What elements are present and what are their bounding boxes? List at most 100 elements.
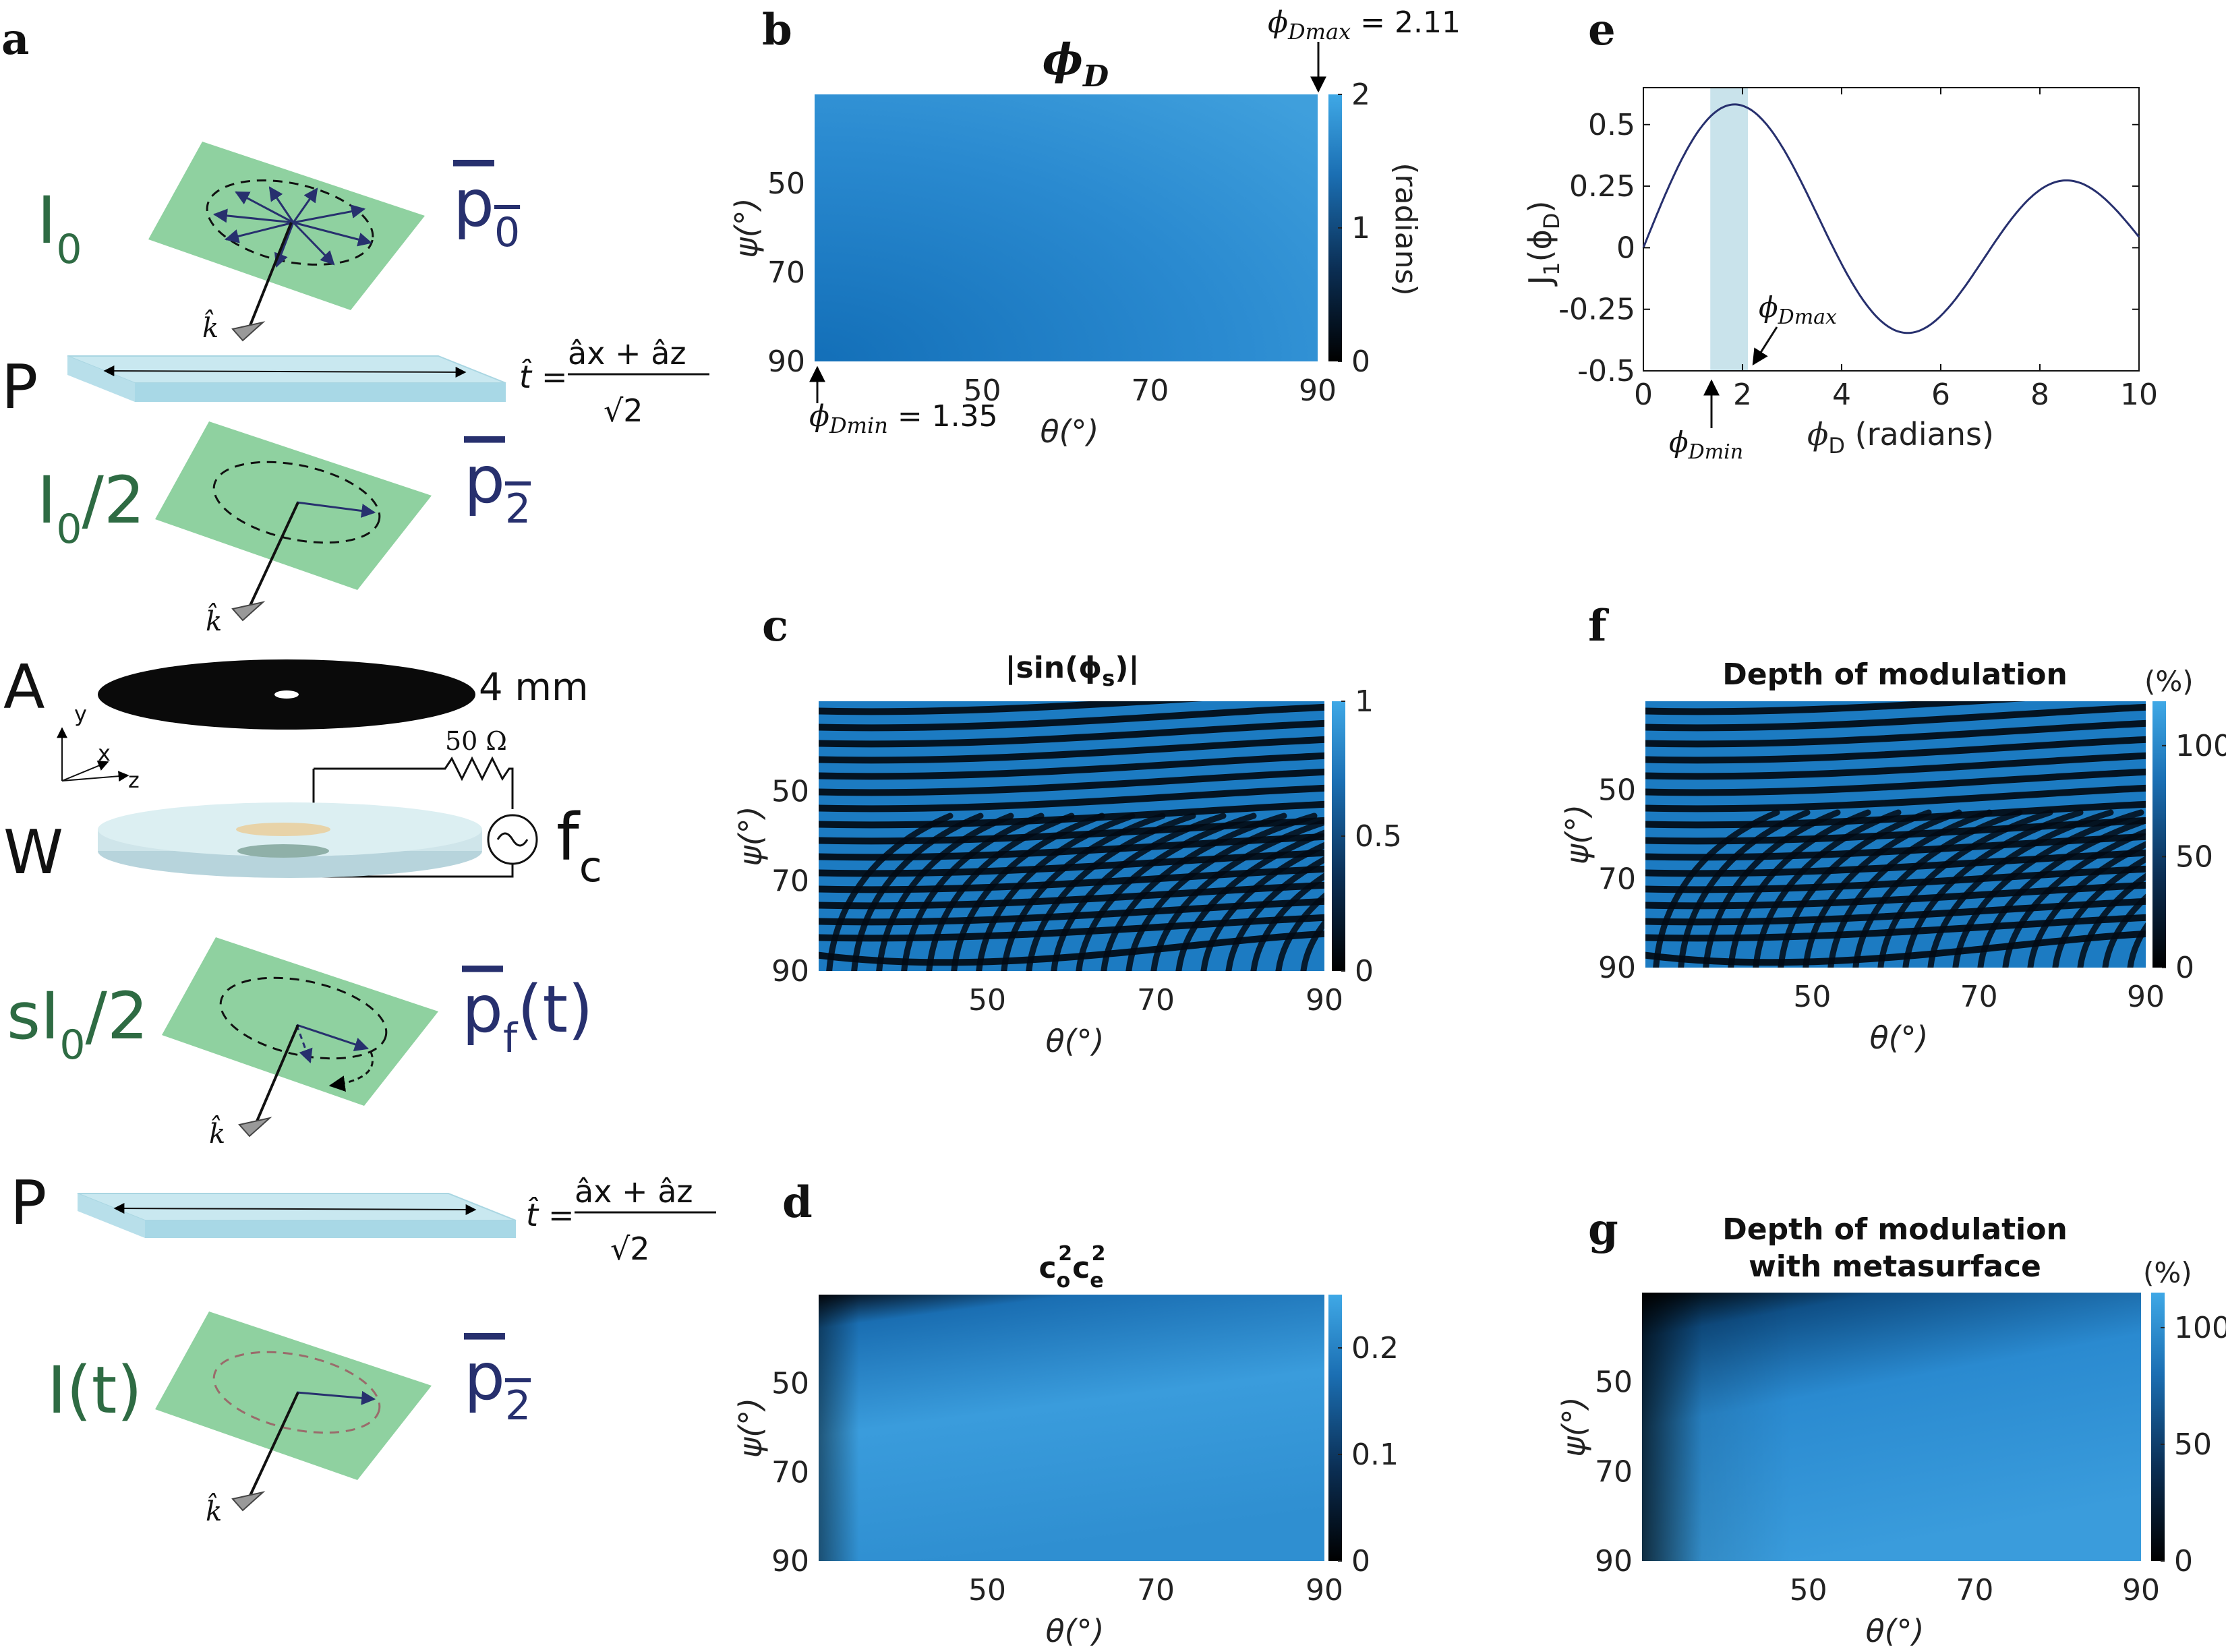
colorbar-d [1328,1295,1342,1561]
y-tick-label: 0 [1616,231,1635,265]
x-axis-label: θ(°) [1040,413,1099,450]
x-tick-label: 70 [1137,983,1175,1017]
svg-text:x: x [98,740,111,766]
polarizer-label-p2: P [10,1168,47,1239]
k-arrowhead-icon [231,1491,266,1512]
y-tick-label: 90 [1598,951,1636,985]
panel-g-title-line1: Depth of modulation [1722,1212,2068,1247]
colorbar-tick-label: 2 [1351,78,1370,112]
svg-text:z: z [128,767,140,793]
intensity-label-it: I(t) [47,1353,142,1428]
transmission-axis-equation-2: t̂ = âx + âz √2 [526,1173,716,1267]
colorbar-b-label: (radians) [1388,163,1423,295]
operating-range-band [1710,88,1749,371]
colorbar-tick-label: 0.5 [1355,819,1402,854]
y-axis-label: ψ(°) [728,198,765,258]
x-tick-label: 8 [2030,378,2049,412]
y-tick-label: -0.5 [1577,354,1635,388]
y-tick-label: 50 [767,167,805,201]
panel-d-title: co2ce2 [1039,1242,1106,1293]
polarization-label-pf: pf(t) [462,972,593,1062]
colorbar-tick-label: 50 [2175,839,2213,874]
drive-circuit: 50 Ω fc [312,726,602,891]
y-axis-label: ψ(°) [1559,804,1595,864]
x-tick-label: 50 [1790,1573,1827,1607]
wafer-label: W [3,817,63,888]
panel-g-depth-with-metasurface: g Depth of modulation with metasurface (… [1556,1204,2226,1649]
plot-e-ylabel: J1(ϕD) [1522,201,1564,287]
resistor-label: 50 Ω [445,726,507,756]
x-tick-label: 70 [1960,980,1998,1014]
y-tick-label: 50 [1595,1365,1633,1400]
x-tick-label: 90 [1306,1573,1343,1607]
colorbar-tick-label: 1 [1351,211,1370,245]
stage-output: k̂ I(t) p2 [47,1311,531,1527]
svg-text:=: = [548,1197,575,1233]
x-tick-label: 50 [968,983,1006,1017]
y-tick-label: 70 [767,256,805,290]
svg-text:t̂: t̂ [526,1197,539,1233]
polarizer-label-p1: P [1,352,38,423]
polarization-label-p2-out: p2 [464,1339,531,1429]
rotation-arrow-icon [328,1051,374,1092]
colorbar-tick-label: 0 [1351,345,1370,379]
x-tick-label: 70 [1137,1573,1175,1607]
y-tick-label: 0.5 [1588,108,1635,142]
y-tick-label: 70 [1598,862,1636,896]
plot-e-xlabel: ϕD (radians) [1807,416,1994,459]
panel-letter-b: b [762,5,792,55]
wavefront-plane [148,142,425,310]
panel-letter-c: c [762,601,788,651]
colorbar-tick-label: 0 [2174,1544,2193,1579]
colorbar-tick-label: 0 [1355,954,1374,989]
k-hat-label: k̂ [206,1494,222,1527]
y-tick-label: 0.25 [1569,169,1635,204]
linear-polarization-arrow [296,501,376,518]
intensity-label-i0-half: I0/2 [37,463,145,553]
aperture: A 4 mm [3,652,589,730]
panel-g-title-line2: with metasurface [1749,1249,2041,1284]
x-axis-label: θ(°) [1869,1020,1928,1056]
transmission-axis-equation-1: t̂ = âx + âz √2 [519,335,709,429]
stage-input-beam: k̂ I0 p0 [37,142,520,344]
k-hat-label: k̂ [209,1116,225,1150]
intensity-label-si0-half: sI0/2 [7,978,148,1069]
polarization-label-p0: p0 [453,166,520,256]
phi-d-max-label: ϕDmax [1759,291,1837,329]
colorbar-tick-label: 100 [2175,729,2226,763]
colorbar-tick-label: 0.2 [1351,1331,1399,1365]
panel-letter-e: e [1588,5,1616,55]
x-tick-label: 50 [964,374,1001,408]
y-tick-label: 50 [771,774,809,808]
aperture-size-label: 4 mm [479,666,589,709]
plot-e-frame [1643,87,2140,372]
panel-letter-a: a [1,14,29,65]
svg-text:t̂: t̂ [519,359,533,395]
coordinate-axes-icon: y x z [57,701,140,793]
colorbar-tick-label: 50 [2174,1427,2212,1462]
modulator-wafer: W [3,802,482,888]
y-tick-label: 90 [771,1544,809,1579]
aperture-hole [274,690,299,699]
panel-letter-f: f [1588,601,1609,651]
panel-b-phase-map: b ϕD 50 70 90 50 70 90 θ(°) ψ(°) 0 1 2 (radians) ϕ… [728,5,1461,450]
phi-d-max-annotation: ϕDmax = 2.11 [1268,5,1461,45]
y-axis-label: ψ(°) [732,806,769,866]
colorbar-g-unit: (%) [2143,1256,2192,1289]
y-tick-label: 90 [1595,1544,1633,1579]
colorbar-f [2152,701,2166,968]
panel-e-bessel: e 0 2 4 6 8 10 -0.5 -0.25 0 0.25 0.5 J1(ϕD) ϕD (ra… [1522,5,2158,464]
polarizer-1: P t̂ = âx + âz √2 [1,335,709,429]
x-tick-label: 70 [1131,374,1169,408]
x-tick-label: 50 [1793,980,1831,1014]
panel-letter-g: g [1588,1204,1618,1255]
x-tick-label: 50 [968,1573,1006,1607]
k-hat-label: k̂ [202,310,218,344]
x-tick-label: 0 [1634,378,1653,412]
panel-c-sin-phi-s: c |sin(ϕs)| 50 70 90 50 70 90 θ(°) ψ(°) 0 0.5 1 [732,601,1402,1059]
panel-letter-d: d [782,1177,813,1228]
colorbar-tick-label: 0 [1351,1544,1370,1579]
y-tick-label: 50 [1598,773,1636,808]
